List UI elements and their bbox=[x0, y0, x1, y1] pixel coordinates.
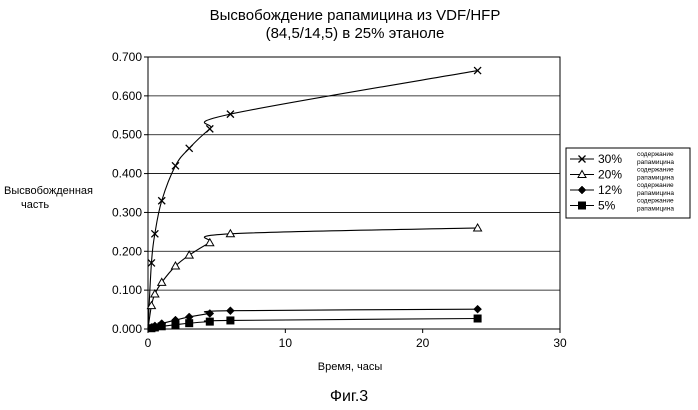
x-tick-label-1: 10 bbox=[279, 336, 293, 350]
legend-sublabel2-3: рапамицина bbox=[637, 206, 674, 213]
legend-label-0: 30% bbox=[598, 152, 622, 166]
series-3-point-7 bbox=[226, 316, 234, 324]
x-tick-label-3: 30 bbox=[553, 336, 567, 350]
y-tick-label-7: 0.700 bbox=[112, 50, 142, 64]
y-tick-label-5: 0.500 bbox=[112, 128, 142, 142]
legend-sublabel2-1: рапамицина bbox=[637, 175, 674, 182]
y-tick-label-6: 0.600 bbox=[112, 89, 142, 103]
series-3-point-2 bbox=[151, 323, 159, 331]
y-tick-label-3: 0.300 bbox=[112, 205, 142, 219]
x-axis-label: Время, часы bbox=[318, 361, 383, 373]
series-3-point-8 bbox=[474, 315, 482, 323]
figure-caption: Фиг.3 bbox=[330, 388, 368, 405]
series-3-point-3 bbox=[158, 322, 166, 330]
y-tick-labels: 0.000 0.100 0.200 0.300 0.400 0.500 0.600 0.700 bbox=[112, 50, 142, 336]
plot-area bbox=[148, 57, 560, 329]
legend-label-3: 5% bbox=[598, 199, 616, 213]
y-tick-label-4: 0.400 bbox=[112, 167, 142, 181]
legend: 30%содержаниерапамицина20%содержаниерапа… bbox=[566, 148, 690, 218]
legend-sublabel1-2: содержание bbox=[637, 182, 674, 189]
legend-sublabel1-1: содержание bbox=[637, 167, 674, 174]
legend-sublabel2-0: рапамицина bbox=[637, 159, 674, 166]
chart-title-line2: (84,5/14,5) в 25% этаноле bbox=[266, 25, 445, 42]
legend-sublabel2-2: рапамицина bbox=[637, 190, 674, 197]
y-tick-label-2: 0.200 bbox=[112, 244, 142, 258]
legend-label-1: 20% bbox=[598, 168, 622, 182]
series-3-point-5 bbox=[185, 319, 193, 327]
series-3-point-4 bbox=[171, 321, 179, 329]
legend-sublabel1-0: содержание bbox=[637, 151, 674, 158]
y-axis-label-line1: Высвобожденная bbox=[4, 185, 93, 197]
x-tick-label-0: 0 bbox=[145, 336, 152, 350]
y-tick-label-1: 0.100 bbox=[112, 283, 142, 297]
x-tick-labels: 0 10 20 30 bbox=[145, 336, 567, 350]
y-tick-label-0: 0.000 bbox=[112, 322, 142, 336]
legend-marker-3 bbox=[578, 202, 586, 210]
legend-label-2: 12% bbox=[598, 183, 622, 197]
x-tick-label-2: 20 bbox=[416, 336, 430, 350]
y-axis-label-line2: часть bbox=[21, 199, 49, 211]
series-3-point-6 bbox=[206, 318, 214, 326]
legend-sublabel1-3: содержание bbox=[637, 198, 674, 205]
chart-title-line1: Высвобождение рапамицина из VDF/HFP bbox=[210, 7, 501, 24]
